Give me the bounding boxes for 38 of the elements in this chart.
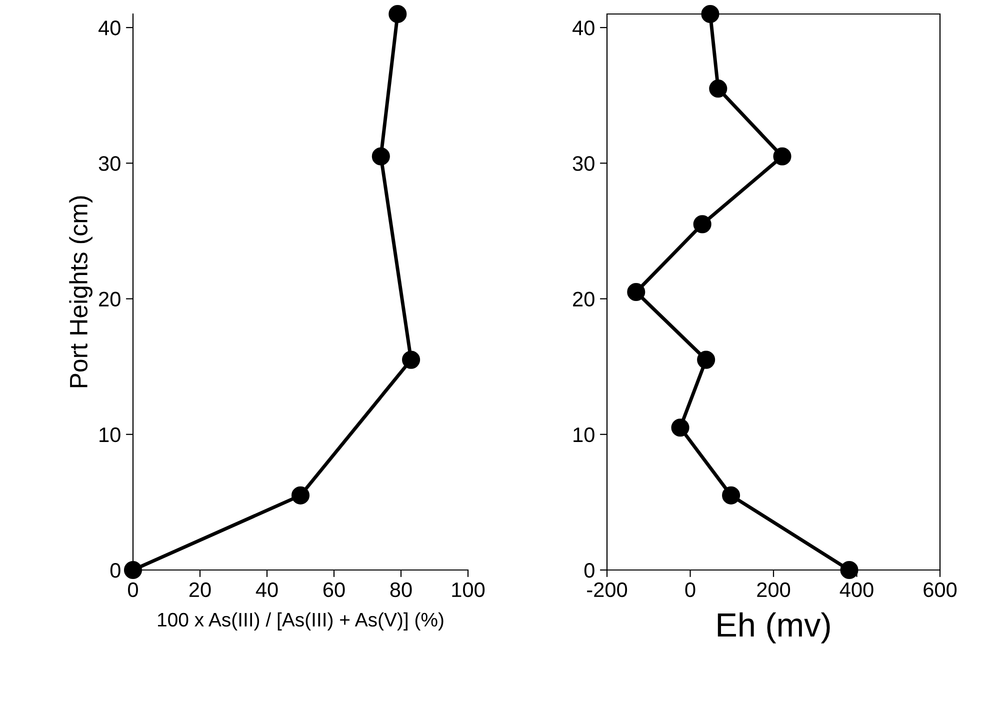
x-tick-label: 0: [128, 582, 138, 598]
y-tick-label: 0: [584, 563, 594, 578]
point: [372, 147, 390, 166]
point: [693, 215, 712, 234]
x-axis-title: Eh (mv): [718, 612, 830, 644]
x-tick-label: 100: [452, 582, 485, 598]
y-tick-label: 40: [572, 20, 594, 36]
y-axis-title: Port Heights (cm): [69, 196, 92, 388]
y-tick-label: 30: [572, 156, 594, 171]
x-tick-label: 600: [924, 582, 957, 598]
x-tick-label: 0: [685, 582, 696, 598]
point: [627, 282, 646, 302]
x-tick-label: -200: [587, 582, 628, 598]
x-axis-title: 100 x As(III) / [As(III) + As(V)] (%): [158, 612, 444, 630]
x-tick-label: 60: [323, 582, 345, 598]
point: [701, 4, 720, 24]
x-tick-label: 80: [390, 582, 412, 598]
y-tick-label: 10: [100, 427, 120, 442]
point: [840, 560, 858, 580]
x-tick-label: 20: [189, 582, 211, 598]
y-tick-label: 30: [98, 156, 120, 171]
y-tick-label: 0: [110, 563, 120, 578]
point: [402, 350, 420, 369]
point: [697, 350, 716, 369]
point: [773, 147, 792, 166]
y-tick-label: 20: [573, 292, 594, 307]
point: [124, 560, 142, 580]
x-tick-label: 40: [256, 582, 278, 598]
point: [709, 80, 728, 98]
point: [722, 486, 740, 504]
x-tick-label: 400: [840, 582, 874, 598]
point: [388, 4, 407, 24]
y-tick-label: 40: [98, 20, 120, 36]
point: [671, 418, 690, 437]
y-tick-label: 10: [574, 427, 594, 442]
x-tick-label: 200: [757, 582, 790, 598]
point: [291, 486, 310, 504]
y-tick-label: 20: [99, 292, 120, 307]
